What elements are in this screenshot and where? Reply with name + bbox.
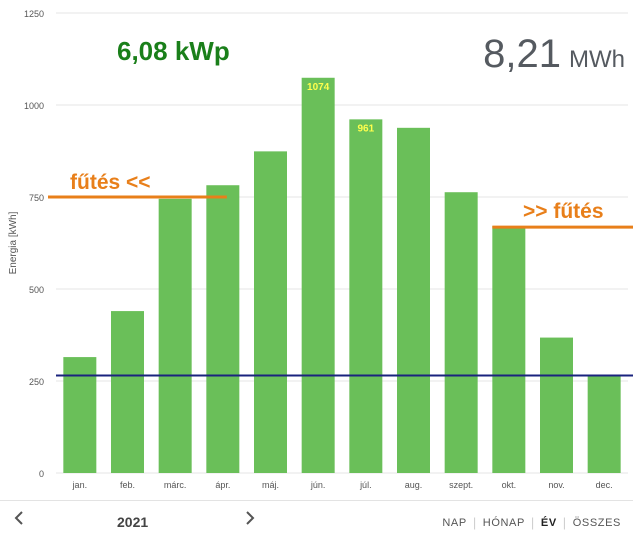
chevron-right-icon[interactable] xyxy=(241,509,259,527)
y-axis-label: Energia [kWh] xyxy=(8,211,19,274)
capacity-label: 6,08 kWp xyxy=(117,36,230,66)
bar-aug. xyxy=(397,127,430,473)
year-label: 2021 xyxy=(117,514,149,530)
x-tick-label: szept. xyxy=(449,480,473,490)
x-tick-label: okt. xyxy=(502,480,517,490)
x-tick-label: máj. xyxy=(262,480,279,490)
x-tick-label: nov. xyxy=(548,480,564,490)
x-tick-label: ápr. xyxy=(215,480,230,490)
x-tick-label: feb. xyxy=(120,480,135,490)
chevron-left-icon[interactable] xyxy=(10,509,28,527)
bar-feb. xyxy=(111,311,144,473)
total-value: 8,21 xyxy=(483,32,561,76)
view-all-tab[interactable]: ÖSSZES xyxy=(572,516,621,529)
bar-dec. xyxy=(587,375,621,473)
energy-bar-chart: 0 250 500 750 1000 1250 Energia [kWh] jan. feb. m… xyxy=(8,9,633,490)
separator: | xyxy=(472,515,477,530)
bar-márc. xyxy=(158,198,192,473)
x-tick-label: jan. xyxy=(72,480,88,490)
heating-label-left: fűtés << xyxy=(70,171,151,194)
y-tick-label: 1000 xyxy=(24,101,44,111)
view-year-tab[interactable]: ÉV xyxy=(540,516,557,529)
bar-nov. xyxy=(540,337,573,473)
y-tick-label: 0 xyxy=(39,469,44,479)
bar-ápr. xyxy=(206,185,240,473)
heating-label-right: >> fűtés xyxy=(523,200,604,223)
separator: | xyxy=(530,515,535,530)
bar-szept. xyxy=(444,192,478,473)
bar-jún. xyxy=(301,77,335,473)
view-month-tab[interactable]: HÓNAP xyxy=(482,516,525,529)
period-navigation: 2021 NAP | HÓNAP | ÉV | ÖSSZES xyxy=(0,500,633,534)
bar-okt. xyxy=(492,226,526,473)
data-label: 961 xyxy=(357,123,374,134)
x-tick-label: jún. xyxy=(310,480,326,490)
chart-area: 0 250 500 750 1000 1250 Energia [kWh] jan. feb. m… xyxy=(8,9,633,490)
y-tick-label: 1250 xyxy=(24,9,44,19)
x-tick-label: dec. xyxy=(596,480,613,490)
view-switcher: NAP | HÓNAP | ÉV | ÖSSZES xyxy=(436,515,627,530)
separator: | xyxy=(562,515,567,530)
y-tick-label: 750 xyxy=(29,193,44,203)
x-tick-label: márc. xyxy=(164,480,187,490)
bar-júl. xyxy=(349,119,383,474)
view-day-tab[interactable]: NAP xyxy=(442,516,467,529)
bar-máj. xyxy=(254,151,287,474)
y-tick-label: 250 xyxy=(29,377,44,387)
bar-jan. xyxy=(63,357,97,473)
data-label: 1074 xyxy=(307,82,330,93)
total-unit: MWh xyxy=(569,46,625,73)
x-tick-label: aug. xyxy=(405,480,423,490)
x-tick-label: júl. xyxy=(359,480,372,490)
y-tick-label: 500 xyxy=(29,285,44,295)
total-energy: 8,21 MWh xyxy=(483,32,625,77)
